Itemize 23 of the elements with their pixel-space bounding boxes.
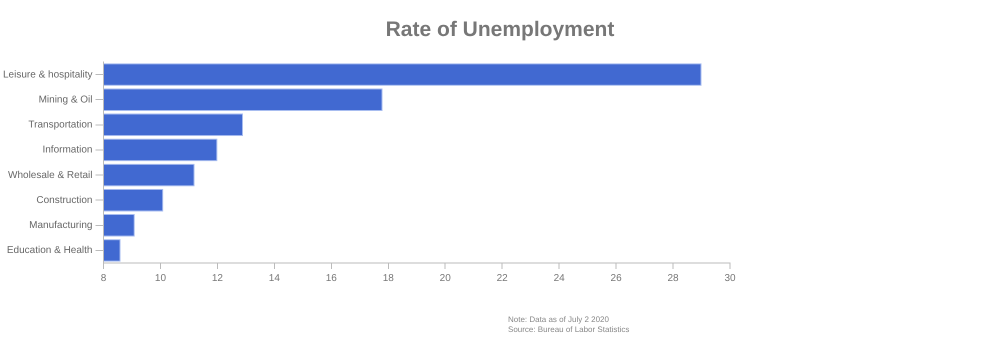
x-tick-label: 22 <box>496 272 508 284</box>
y-tick-label: Information <box>42 144 92 156</box>
y-tick-label: Construction <box>36 194 92 206</box>
x-tick-label: 8 <box>100 272 107 284</box>
x-tick-label: 10 <box>154 272 166 284</box>
x-tick-label: 26 <box>610 272 622 284</box>
x-tick-label: 30 <box>724 272 736 284</box>
x-tick-label: 18 <box>382 272 394 284</box>
text: Note: Data as of July 2 2020 <box>508 315 610 325</box>
chart-title: Rate of Unemployment <box>384 18 616 42</box>
y-tick-label: Mining & Oil <box>38 94 92 106</box>
x-tick-label: 16 <box>326 272 338 284</box>
y-tick-label: Wholesale & Retail <box>8 170 92 181</box>
x-tick-label: 28 <box>667 272 680 284</box>
y-tick-label: Leisure & hospitality <box>2 69 92 80</box>
x-tick-label: 12 <box>212 272 224 284</box>
y-tick-label: Transportation <box>28 120 92 131</box>
y-tick-label: Manufacturing <box>29 220 92 232</box>
y-tick-label: Education & Health <box>6 245 92 256</box>
x-tick-label: 14 <box>268 272 280 284</box>
source-note: Source: Bureau of Labor Statistics <box>508 325 630 335</box>
x-tick-label: 24 <box>554 272 566 284</box>
x-tick-label: 20 <box>440 272 452 284</box>
